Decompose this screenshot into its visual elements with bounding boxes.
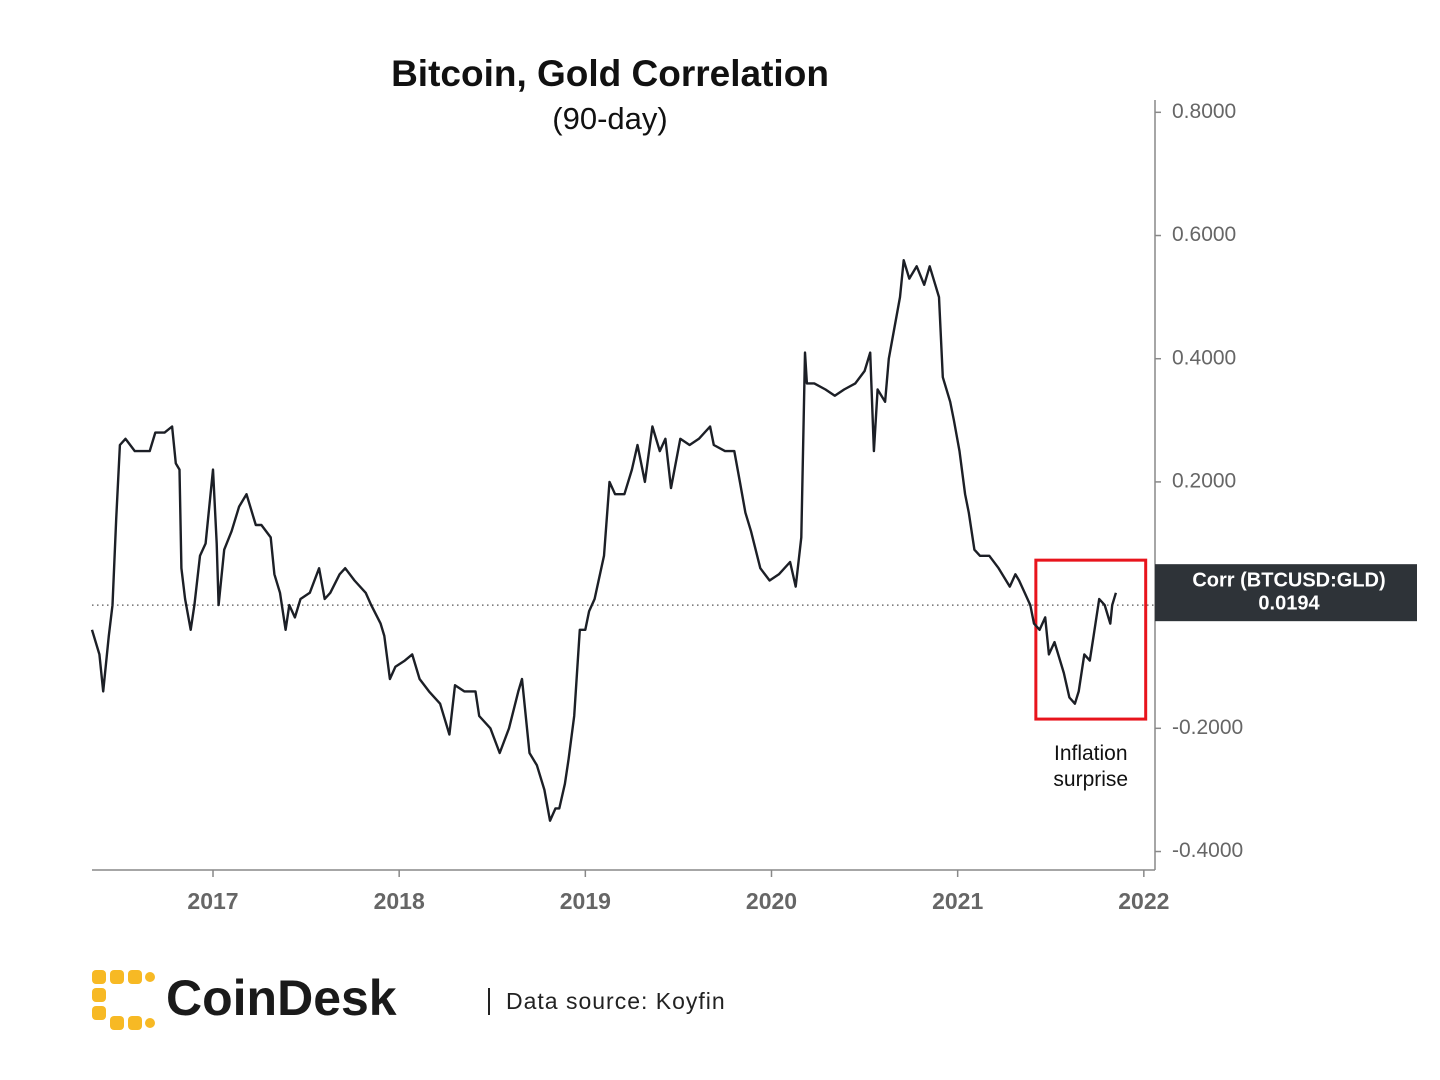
y-tick-label: -0.2000 [1172, 716, 1243, 739]
last-value-label: 0.0194 [1258, 592, 1320, 614]
x-tick-label: 2019 [560, 888, 611, 914]
y-tick-label: 0.6000 [1172, 223, 1236, 246]
y-tick-label: 0.2000 [1172, 469, 1236, 492]
source: Data source: Koyfin [506, 988, 726, 1014]
legend-label: Corr (BTCUSD:GLD) [1192, 569, 1385, 591]
x-tick-label: 2021 [932, 888, 983, 914]
y-tick-label: 0.8000 [1172, 100, 1236, 123]
chart-title: Bitcoin, Gold Correlation [391, 53, 829, 94]
chart-subtitle: (90-day) [552, 101, 667, 136]
x-tick-label: 2017 [187, 888, 238, 914]
annotation-text: Inflation surprise [1053, 742, 1129, 792]
series-line [90, 259, 1118, 822]
y-tick-label: 0.4000 [1172, 346, 1236, 369]
y-tick-label: -0.4000 [1172, 839, 1243, 862]
x-tick-label: 2018 [374, 888, 425, 914]
x-tick-label: 2022 [1118, 888, 1169, 914]
logo-icon [92, 970, 155, 1030]
x-tick-label: 2020 [746, 888, 797, 914]
last-value-box [1155, 564, 1417, 622]
brand: CoinDesk [166, 970, 397, 1026]
annotation-box [1034, 558, 1148, 721]
